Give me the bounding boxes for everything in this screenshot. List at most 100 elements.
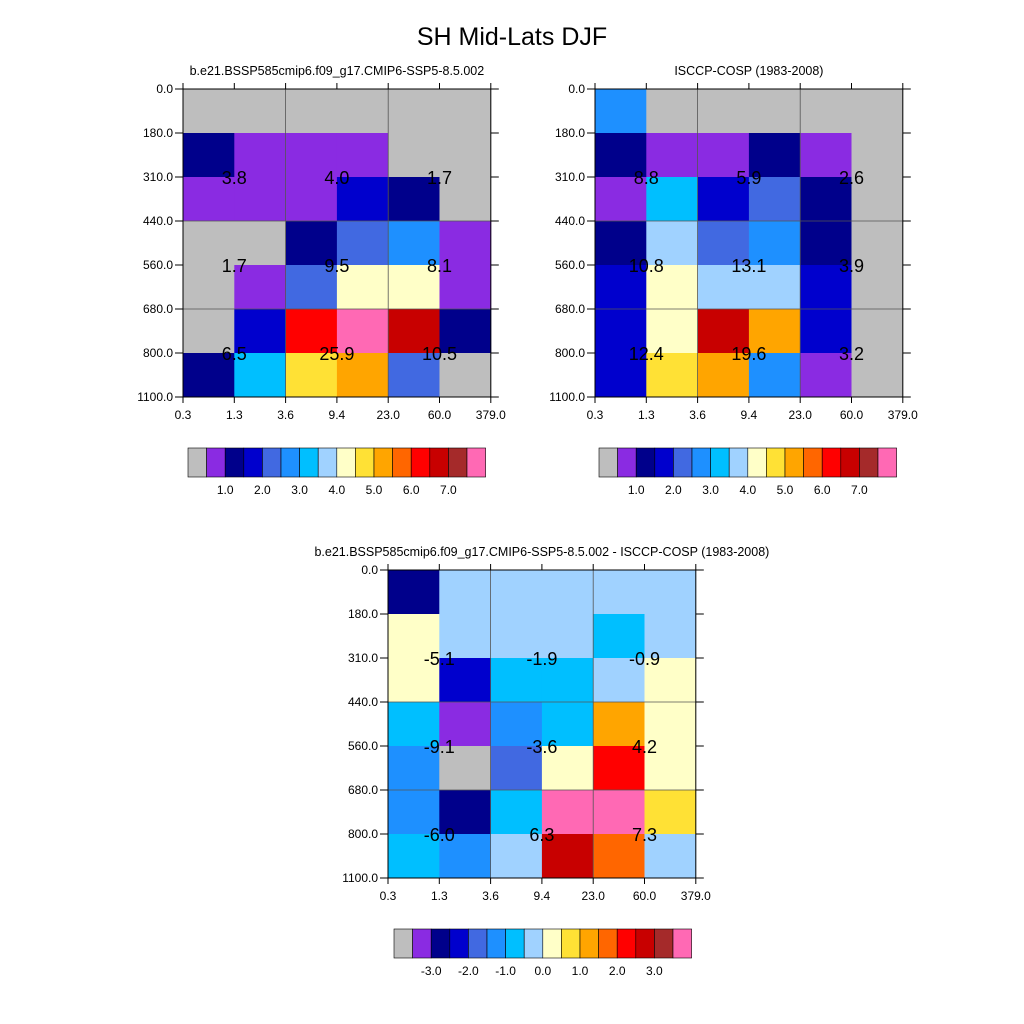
colorbar-swatch <box>355 447 375 478</box>
x-tick-label: 379.0 <box>681 889 711 903</box>
colorbar-swatch <box>280 447 300 478</box>
cell-value-label: 13.1 <box>731 256 766 276</box>
heatmap-cell <box>183 265 235 310</box>
heatmap-cell <box>234 89 286 134</box>
x-tick-label: 379.0 <box>888 408 918 422</box>
heatmap-cell <box>595 221 647 266</box>
heatmap-cell <box>697 265 750 310</box>
cell-value-label: 8.1 <box>427 256 452 276</box>
panel-title: b.e21.BSSP585cmip6.f09_g17.CMIP6-SSP5-8.… <box>190 64 485 78</box>
heatmap-cell <box>490 702 543 747</box>
heatmap-cell <box>388 614 440 659</box>
heatmap-cell <box>697 353 750 398</box>
x-tick-label: 1.3 <box>226 408 243 422</box>
colorbar-swatch <box>466 447 486 478</box>
heatmap-cell <box>388 790 440 835</box>
heatmap-cell <box>800 133 852 178</box>
colorbar-label: 2.0 <box>254 483 271 497</box>
heatmap-cell <box>595 89 647 134</box>
cell-value-label: -0.9 <box>629 649 660 669</box>
colorbar-label: 2.0 <box>665 483 682 497</box>
x-tick-label: 9.4 <box>534 889 551 903</box>
figure-title: SH Mid-Lats DJF <box>417 23 607 51</box>
heatmap-cell <box>234 265 286 310</box>
colorbar-swatch <box>616 928 637 959</box>
heatmap-cell <box>439 658 491 703</box>
colorbar-swatch <box>393 928 413 959</box>
heatmap-cell <box>439 89 492 134</box>
cell-value-label: 2.6 <box>839 168 864 188</box>
heatmap-cell <box>646 309 698 354</box>
colorbar: 1.0 2.0 3.0 4.0 5.0 6.0 7.0 <box>598 447 897 497</box>
heatmap-cell <box>646 353 698 398</box>
heatmap-cell <box>439 221 492 266</box>
panel-1: b.e21.BSSP585cmip6.f09_g17.CMIP6-SSP5-8.… <box>137 64 506 497</box>
heatmap-cell <box>646 133 698 178</box>
colorbar-swatch <box>262 447 282 478</box>
heatmap-cell <box>183 89 235 134</box>
heatmap-cell <box>697 133 750 178</box>
heatmap-cell <box>388 834 440 879</box>
colorbar-label: 3.0 <box>702 483 719 497</box>
heatmap-cell <box>439 265 492 310</box>
heatmap-cell <box>439 353 492 398</box>
x-tick-label: 1.3 <box>431 889 448 903</box>
y-tick-label: 440.0 <box>143 214 173 228</box>
colorbar-label: 7.0 <box>440 483 457 497</box>
heatmap-cell <box>851 177 904 222</box>
panel-title: ISCCP-COSP (1983-2008) <box>674 64 823 78</box>
heatmap-cell <box>234 133 286 178</box>
heatmap-cell <box>595 133 647 178</box>
cell-value-label: 4.2 <box>632 737 657 757</box>
colorbar-swatch <box>635 447 656 478</box>
heatmap-cell <box>595 353 647 398</box>
heatmap-cell <box>285 309 338 354</box>
x-tick-label: 3.6 <box>689 408 706 422</box>
x-tick-label: 23.0 <box>789 408 813 422</box>
colorbar-swatch <box>412 928 432 959</box>
heatmap-cell <box>336 353 389 398</box>
heatmap-cell <box>593 790 645 835</box>
heatmap-cell <box>644 658 697 703</box>
heatmap-cell <box>388 133 440 178</box>
heatmap-cell <box>183 133 235 178</box>
colorbar-swatch <box>654 447 674 478</box>
heatmap-cell <box>439 702 491 747</box>
colorbar: 1.0 2.0 3.0 4.0 5.0 6.0 7.0 <box>187 447 486 497</box>
heatmap-cell <box>439 614 491 659</box>
heatmap-cell <box>851 309 904 354</box>
colorbar-label: 6.0 <box>814 483 831 497</box>
panel-3: b.e21.BSSP585cmip6.f09_g17.CMIP6-SSP5-8.… <box>314 545 769 978</box>
cell-value-label: -9.1 <box>424 737 455 757</box>
y-tick-label: 1100.0 <box>549 390 585 404</box>
heatmap-cell <box>644 790 697 835</box>
colorbar-label: 3.0 <box>291 483 308 497</box>
y-tick-label: 180.0 <box>143 126 173 140</box>
heatmap-cell <box>234 221 286 266</box>
heatmap-cell <box>593 570 645 615</box>
colorbar-swatch <box>747 447 767 478</box>
x-tick-label: 3.6 <box>482 889 499 903</box>
colorbar-swatch <box>449 928 469 959</box>
cell-value-label: 3.9 <box>839 256 864 276</box>
heatmap-cell <box>439 570 491 615</box>
heatmap-cell <box>388 309 440 354</box>
heatmap-cell <box>697 221 750 266</box>
heatmap-cell <box>800 221 852 266</box>
cell-value-label: 12.4 <box>629 344 664 364</box>
heatmap-cell <box>388 658 440 703</box>
cell-value-label: -1.9 <box>526 649 557 669</box>
x-tick-label: 60.0 <box>633 889 657 903</box>
heatmap-cell <box>748 133 801 178</box>
cell-value-label: 7.3 <box>632 825 657 845</box>
colorbar-swatch <box>505 928 525 959</box>
heatmap-cell <box>183 177 235 222</box>
cell-value-label: 5.9 <box>736 168 761 188</box>
colorbar-label: 2.0 <box>609 964 626 978</box>
heatmap-cell <box>748 89 801 134</box>
heatmap-cell <box>646 89 698 134</box>
colorbar-swatch <box>392 447 412 478</box>
heatmap-cell <box>595 265 647 310</box>
colorbar-label: 5.0 <box>366 483 383 497</box>
x-tick-label: 23.0 <box>582 889 606 903</box>
